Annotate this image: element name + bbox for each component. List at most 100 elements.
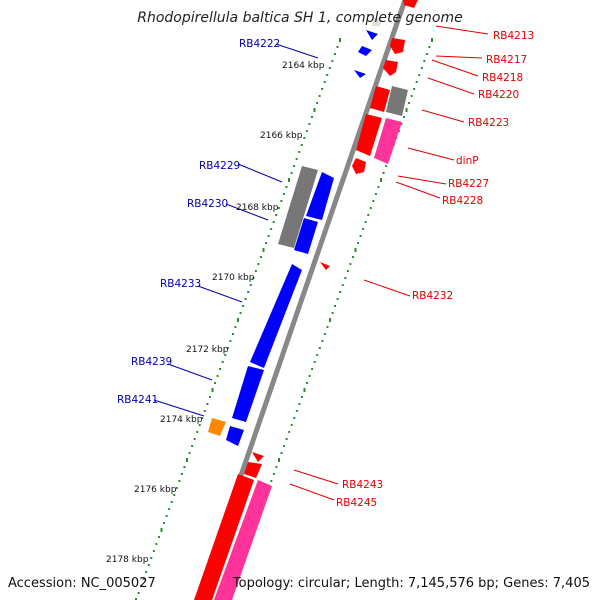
guide-dot	[293, 165, 296, 167]
guide-dot	[372, 200, 375, 202]
guide-dot	[359, 235, 362, 237]
feature-arrow	[352, 158, 366, 174]
guide-dot	[328, 67, 331, 69]
guide-dot	[265, 242, 268, 244]
guide-dot	[280, 452, 283, 454]
guide-dot	[428, 46, 431, 48]
guide-dot	[400, 123, 403, 125]
guide-dot	[165, 515, 168, 517]
guide-dot	[259, 256, 262, 258]
guide-dot	[249, 284, 252, 286]
guide-dot	[295, 410, 298, 412]
gene-label: RB4222	[239, 38, 280, 50]
feature-arrow	[278, 166, 318, 248]
feature-arrow	[390, 38, 405, 54]
gene-label: RB4227	[448, 178, 489, 190]
guide-dot	[431, 38, 433, 42]
guide-dot	[380, 178, 382, 182]
kbp-tick-label: 2176 kbp	[134, 485, 177, 495]
feature-arrow	[372, 18, 382, 26]
guide-dot	[145, 571, 148, 573]
guide-dot	[168, 508, 171, 510]
feature-arrow	[250, 264, 302, 368]
guide-dot	[272, 473, 275, 475]
guide-dot	[349, 263, 352, 265]
guide-dot	[226, 347, 229, 349]
gene-label: RB4218	[482, 72, 523, 84]
gene-label: RB4213	[493, 30, 534, 42]
guide-dot	[137, 592, 140, 594]
gene-label: RB4230	[187, 198, 228, 210]
guide-dot	[229, 340, 232, 342]
guide-dot	[214, 382, 217, 384]
guide-dot	[367, 214, 370, 216]
guide-dot	[364, 221, 367, 223]
guide-dot	[208, 396, 211, 398]
guide-dot	[346, 270, 349, 272]
guide-dot	[300, 144, 303, 146]
gene-label: RB4217	[486, 54, 527, 66]
guide-dot	[216, 375, 219, 377]
feature-arrow	[383, 60, 398, 76]
guide-dot	[336, 46, 339, 48]
kbp-ticks: 2164 kbp 2166 kbp 2168 kbp 2170 kbp 2172…	[106, 61, 325, 565]
guide-dot	[415, 81, 418, 83]
guide-dot	[173, 494, 176, 496]
feature-arrow	[356, 114, 382, 156]
guide-dot	[198, 424, 201, 426]
guide-dot	[290, 424, 293, 426]
kbp-tick-label: 2172 kbp	[186, 345, 229, 355]
guide-dot	[374, 193, 377, 195]
guide-dot	[277, 207, 280, 209]
feature-arrow	[244, 462, 262, 478]
guide-dot	[423, 60, 426, 62]
guide-dot	[326, 326, 329, 328]
guide-dot	[318, 347, 321, 349]
guide-dot	[242, 305, 245, 307]
guide-dot	[329, 318, 331, 322]
guide-dot	[234, 326, 237, 328]
guide-dot	[288, 431, 291, 433]
guide-dot	[163, 522, 166, 524]
guide-dot	[170, 501, 173, 503]
guide-dot	[280, 200, 283, 202]
feature-arrow	[403, 0, 418, 8]
guide-dot	[321, 88, 324, 90]
guide-dot	[196, 431, 199, 433]
guide-dot	[201, 417, 204, 419]
guide-dot	[285, 438, 288, 440]
guide-dot	[354, 248, 357, 252]
kbp-tick-label: 2166 kbp	[260, 131, 303, 141]
guide-dot	[244, 298, 247, 300]
guide-dot	[295, 158, 298, 160]
guide-dot	[408, 102, 411, 104]
guide-dot	[275, 466, 278, 468]
gene-label: RB4245	[336, 497, 377, 509]
guide-dot	[420, 67, 423, 69]
kbp-tick-label: 2164 kbp	[282, 61, 325, 71]
guide-dot	[362, 228, 365, 230]
guide-dot	[257, 263, 260, 265]
feature-arrow	[214, 480, 272, 600]
guide-dot	[211, 388, 214, 392]
guide-dot	[183, 466, 186, 468]
feature-arrow	[232, 366, 264, 422]
guide-dot	[178, 480, 181, 482]
guide-dot	[254, 270, 257, 272]
feature-arrow	[306, 172, 334, 220]
feature-arrow	[226, 426, 244, 446]
forward-gene-labels: RB4213 RB4217 RB4218 RB4220 RB4223 dinP …	[336, 30, 534, 509]
guide-dot	[316, 354, 319, 356]
gene-label: RB4229	[199, 160, 240, 172]
guide-dot	[275, 214, 278, 216]
guide-dot	[305, 130, 308, 132]
guide-dot	[331, 60, 334, 62]
reverse-features	[208, 30, 378, 446]
guide-dot	[180, 473, 183, 475]
guide-dot	[300, 396, 303, 398]
guide-dot	[333, 53, 336, 55]
guide-dot	[288, 178, 290, 182]
guide-dot	[298, 151, 301, 153]
guide-dot	[221, 361, 224, 363]
guide-dot	[239, 312, 242, 314]
